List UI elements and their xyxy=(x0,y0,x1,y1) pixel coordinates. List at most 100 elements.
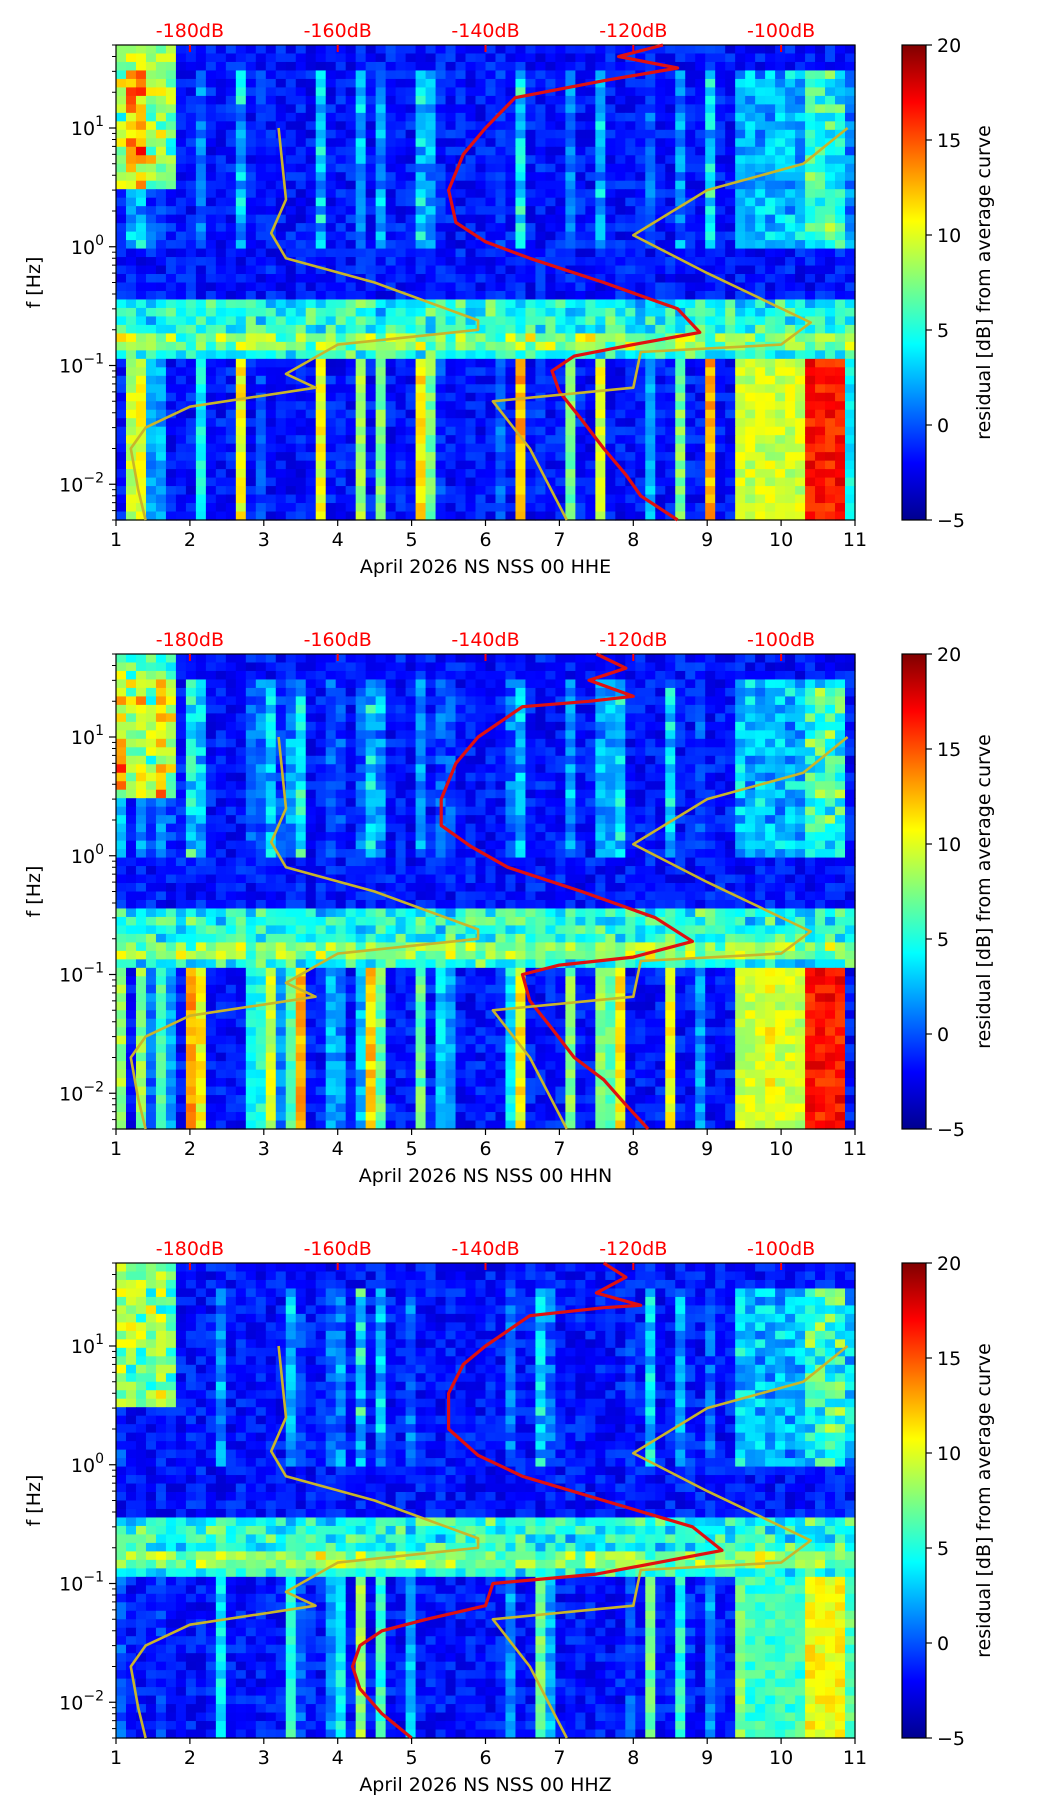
y-tick-label: 101 xyxy=(71,114,104,140)
series-line-1 xyxy=(447,43,702,522)
heatmap-cells xyxy=(116,45,856,521)
x-axis-label: April 2026 NS NSS 00 HHE xyxy=(360,556,611,578)
colorbar xyxy=(901,1262,927,1739)
x-tick-label: 5 xyxy=(406,1747,418,1769)
db-label: -160dB xyxy=(304,1238,372,1260)
y-tick-label: 10−1 xyxy=(59,1570,104,1596)
x-tick-label: 10 xyxy=(769,1747,793,1769)
y-axis-label: f [Hz] xyxy=(23,866,45,918)
y-tick-label: 100 xyxy=(71,842,104,868)
db-label: -100dB xyxy=(747,1238,815,1260)
x-tick-label: 5 xyxy=(406,1138,418,1160)
x-axis-label: April 2026 NS NSS 00 HHN xyxy=(359,1165,613,1187)
x-tick-label: 3 xyxy=(258,529,270,551)
colorbar-tick-label: 15 xyxy=(937,1348,961,1370)
colorbar-label: residual [dB] from average curve xyxy=(973,125,995,440)
series-line-3 xyxy=(491,126,849,521)
colorbar-tick-label: 10 xyxy=(937,225,961,247)
x-tick-label: 9 xyxy=(701,1747,713,1769)
y-tick-label: 10−2 xyxy=(59,1079,104,1105)
x-tick-label: 5 xyxy=(406,529,418,551)
colorbar-tick-label: 0 xyxy=(937,1024,949,1046)
x-tick-label: 11 xyxy=(843,1747,867,1769)
colorbar-tick-label: 5 xyxy=(937,929,949,951)
x-tick-label: 3 xyxy=(258,1747,270,1769)
x-tick-label: 9 xyxy=(701,529,713,551)
x-tick-label: 7 xyxy=(553,529,565,551)
colorbar-tick-label: 10 xyxy=(937,834,961,856)
colorbar-tick-label: 15 xyxy=(937,739,961,761)
x-axis-label: April 2026 NS NSS 00 HHZ xyxy=(359,1774,611,1796)
db-label: -120dB xyxy=(599,20,667,42)
x-tick-label: 4 xyxy=(332,529,344,551)
y-tick-label: 101 xyxy=(71,1332,104,1358)
x-tick-label: 3 xyxy=(258,1138,270,1160)
db-label: -140dB xyxy=(451,20,519,42)
x-tick-label: 10 xyxy=(769,529,793,551)
colorbar-tick-label: 20 xyxy=(937,644,961,666)
colorbar-label: residual [dB] from average curve xyxy=(973,1343,995,1658)
colorbar-tick-label: 10 xyxy=(937,1443,961,1465)
db-label: -160dB xyxy=(304,20,372,42)
colorbar-tick-label: 0 xyxy=(937,1633,949,1655)
db-label: -120dB xyxy=(599,1238,667,1260)
series-line-3 xyxy=(491,735,849,1130)
db-label: -140dB xyxy=(451,629,519,651)
colorbar-tick-label: 5 xyxy=(937,1538,949,1560)
colorbar-tick-label: 20 xyxy=(937,1253,961,1275)
x-tick-label: 2 xyxy=(184,1747,196,1769)
x-tick-label: 1 xyxy=(110,529,122,551)
y-tick-label: 100 xyxy=(71,233,104,259)
colorbar xyxy=(901,44,927,521)
db-label: -180dB xyxy=(156,20,224,42)
series-line-2 xyxy=(129,127,480,521)
y-tick-label: 101 xyxy=(71,723,104,749)
db-label: -160dB xyxy=(304,629,372,651)
x-tick-label: 11 xyxy=(843,1138,867,1160)
db-label: -120dB xyxy=(599,629,667,651)
x-tick-label: 9 xyxy=(701,1138,713,1160)
x-tick-label: 4 xyxy=(332,1747,344,1769)
series-line-2 xyxy=(129,1345,480,1739)
db-label: -180dB xyxy=(156,1238,224,1260)
y-tick-label: 100 xyxy=(71,1451,104,1477)
colorbar xyxy=(901,653,927,1130)
series-line-2 xyxy=(129,736,480,1130)
x-tick-label: 8 xyxy=(627,1747,639,1769)
colorbar-tick-label: 15 xyxy=(937,130,961,152)
x-tick-label: 2 xyxy=(184,1138,196,1160)
x-tick-label: 11 xyxy=(843,529,867,551)
db-label: -100dB xyxy=(747,629,815,651)
x-tick-label: 6 xyxy=(479,529,491,551)
series-line-1 xyxy=(350,1261,724,1740)
x-tick-label: 1 xyxy=(110,1747,122,1769)
x-tick-label: 6 xyxy=(479,1747,491,1769)
heatmap-cells xyxy=(116,654,856,1130)
db-label: -140dB xyxy=(451,1238,519,1260)
y-tick-label: 10−1 xyxy=(59,961,104,987)
x-tick-label: 10 xyxy=(769,1138,793,1160)
heatmap-cells xyxy=(116,1263,856,1739)
y-tick-label: 10−1 xyxy=(59,352,104,378)
y-axis-label: f [Hz] xyxy=(23,257,45,309)
y-axis-label: f [Hz] xyxy=(23,1475,45,1527)
x-tick-label: 6 xyxy=(479,1138,491,1160)
x-tick-label: 7 xyxy=(553,1138,565,1160)
colorbar-tick-label: 5 xyxy=(937,320,949,342)
db-label: -180dB xyxy=(156,629,224,651)
colorbar-tick-label: 20 xyxy=(937,35,961,57)
colorbar-tick-label: −5 xyxy=(937,510,965,532)
colorbar-tick-label: −5 xyxy=(937,1728,965,1750)
colorbar-tick-label: 0 xyxy=(937,415,949,437)
x-tick-label: 8 xyxy=(627,529,639,551)
colorbar-tick-label: −5 xyxy=(937,1119,965,1141)
x-tick-label: 7 xyxy=(553,1747,565,1769)
colorbar-label: residual [dB] from average curve xyxy=(973,734,995,1049)
db-label: -100dB xyxy=(747,20,815,42)
x-tick-label: 2 xyxy=(184,529,196,551)
x-tick-label: 8 xyxy=(627,1138,639,1160)
